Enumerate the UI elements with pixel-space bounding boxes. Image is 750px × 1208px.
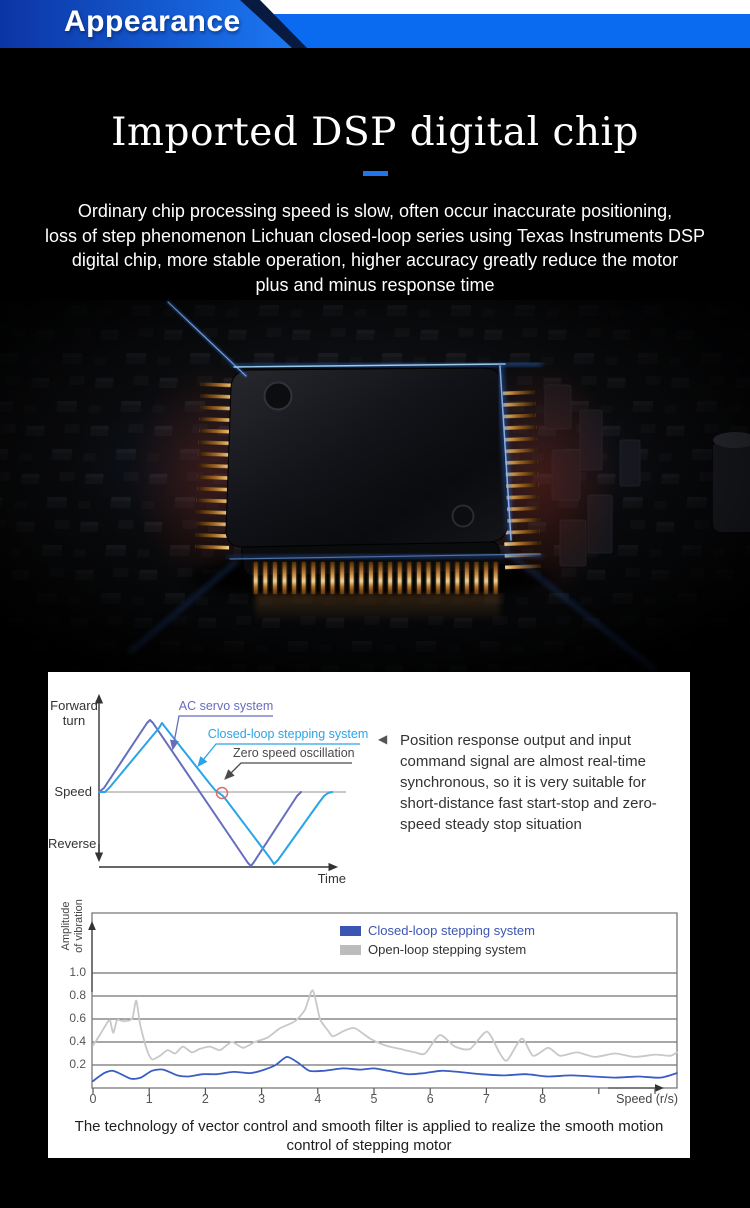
chart2-xtick: 6 bbox=[426, 1092, 434, 1106]
callout-text: Position response output and input comma… bbox=[400, 732, 657, 833]
annotation-ac-servo: AC servo system bbox=[178, 699, 274, 713]
legend-label: Closed-loop stepping system bbox=[368, 923, 535, 938]
left-arrow-bullet-icon: ◀ bbox=[378, 732, 388, 746]
chart1-xlabel-time: Time bbox=[317, 871, 346, 886]
chart1-ylabel-forward: Forward turn bbox=[50, 698, 98, 728]
panel-caption: The technology of vector control and smo… bbox=[74, 1118, 664, 1154]
banner-ribbon-graphic bbox=[0, 0, 750, 48]
chart2-xtick: 0 bbox=[89, 1092, 97, 1106]
chart2-ytick: 0.4 bbox=[69, 1034, 86, 1048]
banner-title: Appearance bbox=[64, 5, 241, 38]
legend-label: Open-loop stepping system bbox=[368, 942, 527, 957]
chart2-xtick: 3 bbox=[258, 1092, 266, 1106]
chart2-xtick: 7 bbox=[482, 1092, 490, 1106]
chart2-ytick: 1.0 bbox=[69, 965, 86, 979]
chart2-xtick: 5 bbox=[370, 1092, 378, 1106]
chart2-xlabel: Speed (r/s) bbox=[616, 1092, 678, 1106]
chart2-xtick: 1 bbox=[145, 1092, 153, 1106]
title-underline-divider bbox=[363, 171, 388, 176]
intro-line: plus and minus response time bbox=[255, 274, 495, 295]
appearance-banner: Appearance bbox=[0, 0, 750, 48]
dsp-chip-photo bbox=[0, 300, 750, 672]
charts-panel: Forward turn Speed Reverse Time AC servo… bbox=[48, 672, 690, 1158]
intro-line: digital chip, more stable operation, hig… bbox=[71, 250, 679, 270]
intro-line: loss of step phenomenon Lichuan closed-l… bbox=[44, 225, 706, 246]
chart1-ylabel-speed: Speed bbox=[54, 784, 92, 799]
annotation-closed-loop: Closed-loop stepping system bbox=[207, 727, 369, 741]
chart2-ytick: 0.6 bbox=[69, 1011, 86, 1025]
chart2-ytick: 0.2 bbox=[69, 1057, 86, 1071]
intro-paragraph: Ordinary chip processing speed is slow, … bbox=[0, 199, 750, 297]
chart2-vibration bbox=[88, 912, 678, 1094]
charts-canvas bbox=[88, 693, 678, 1094]
chart2-xtick: 4 bbox=[314, 1092, 322, 1106]
chart1-speed-response bbox=[94, 693, 360, 872]
chart2-ytick: 0.8 bbox=[69, 988, 86, 1002]
page-title: Imported DSP digital chip bbox=[111, 110, 639, 155]
legend-swatch-open-loop bbox=[340, 945, 361, 955]
chart2-xtick: 2 bbox=[201, 1092, 209, 1106]
chart2-xtick: 8 bbox=[539, 1092, 547, 1106]
chart1-ylabel-reverse: Reverse bbox=[48, 836, 97, 851]
legend-swatch-closed-loop bbox=[340, 926, 361, 936]
intro-line: Ordinary chip processing speed is slow, … bbox=[77, 201, 673, 221]
annotation-zero-speed: Zero speed oscillation bbox=[233, 746, 355, 760]
